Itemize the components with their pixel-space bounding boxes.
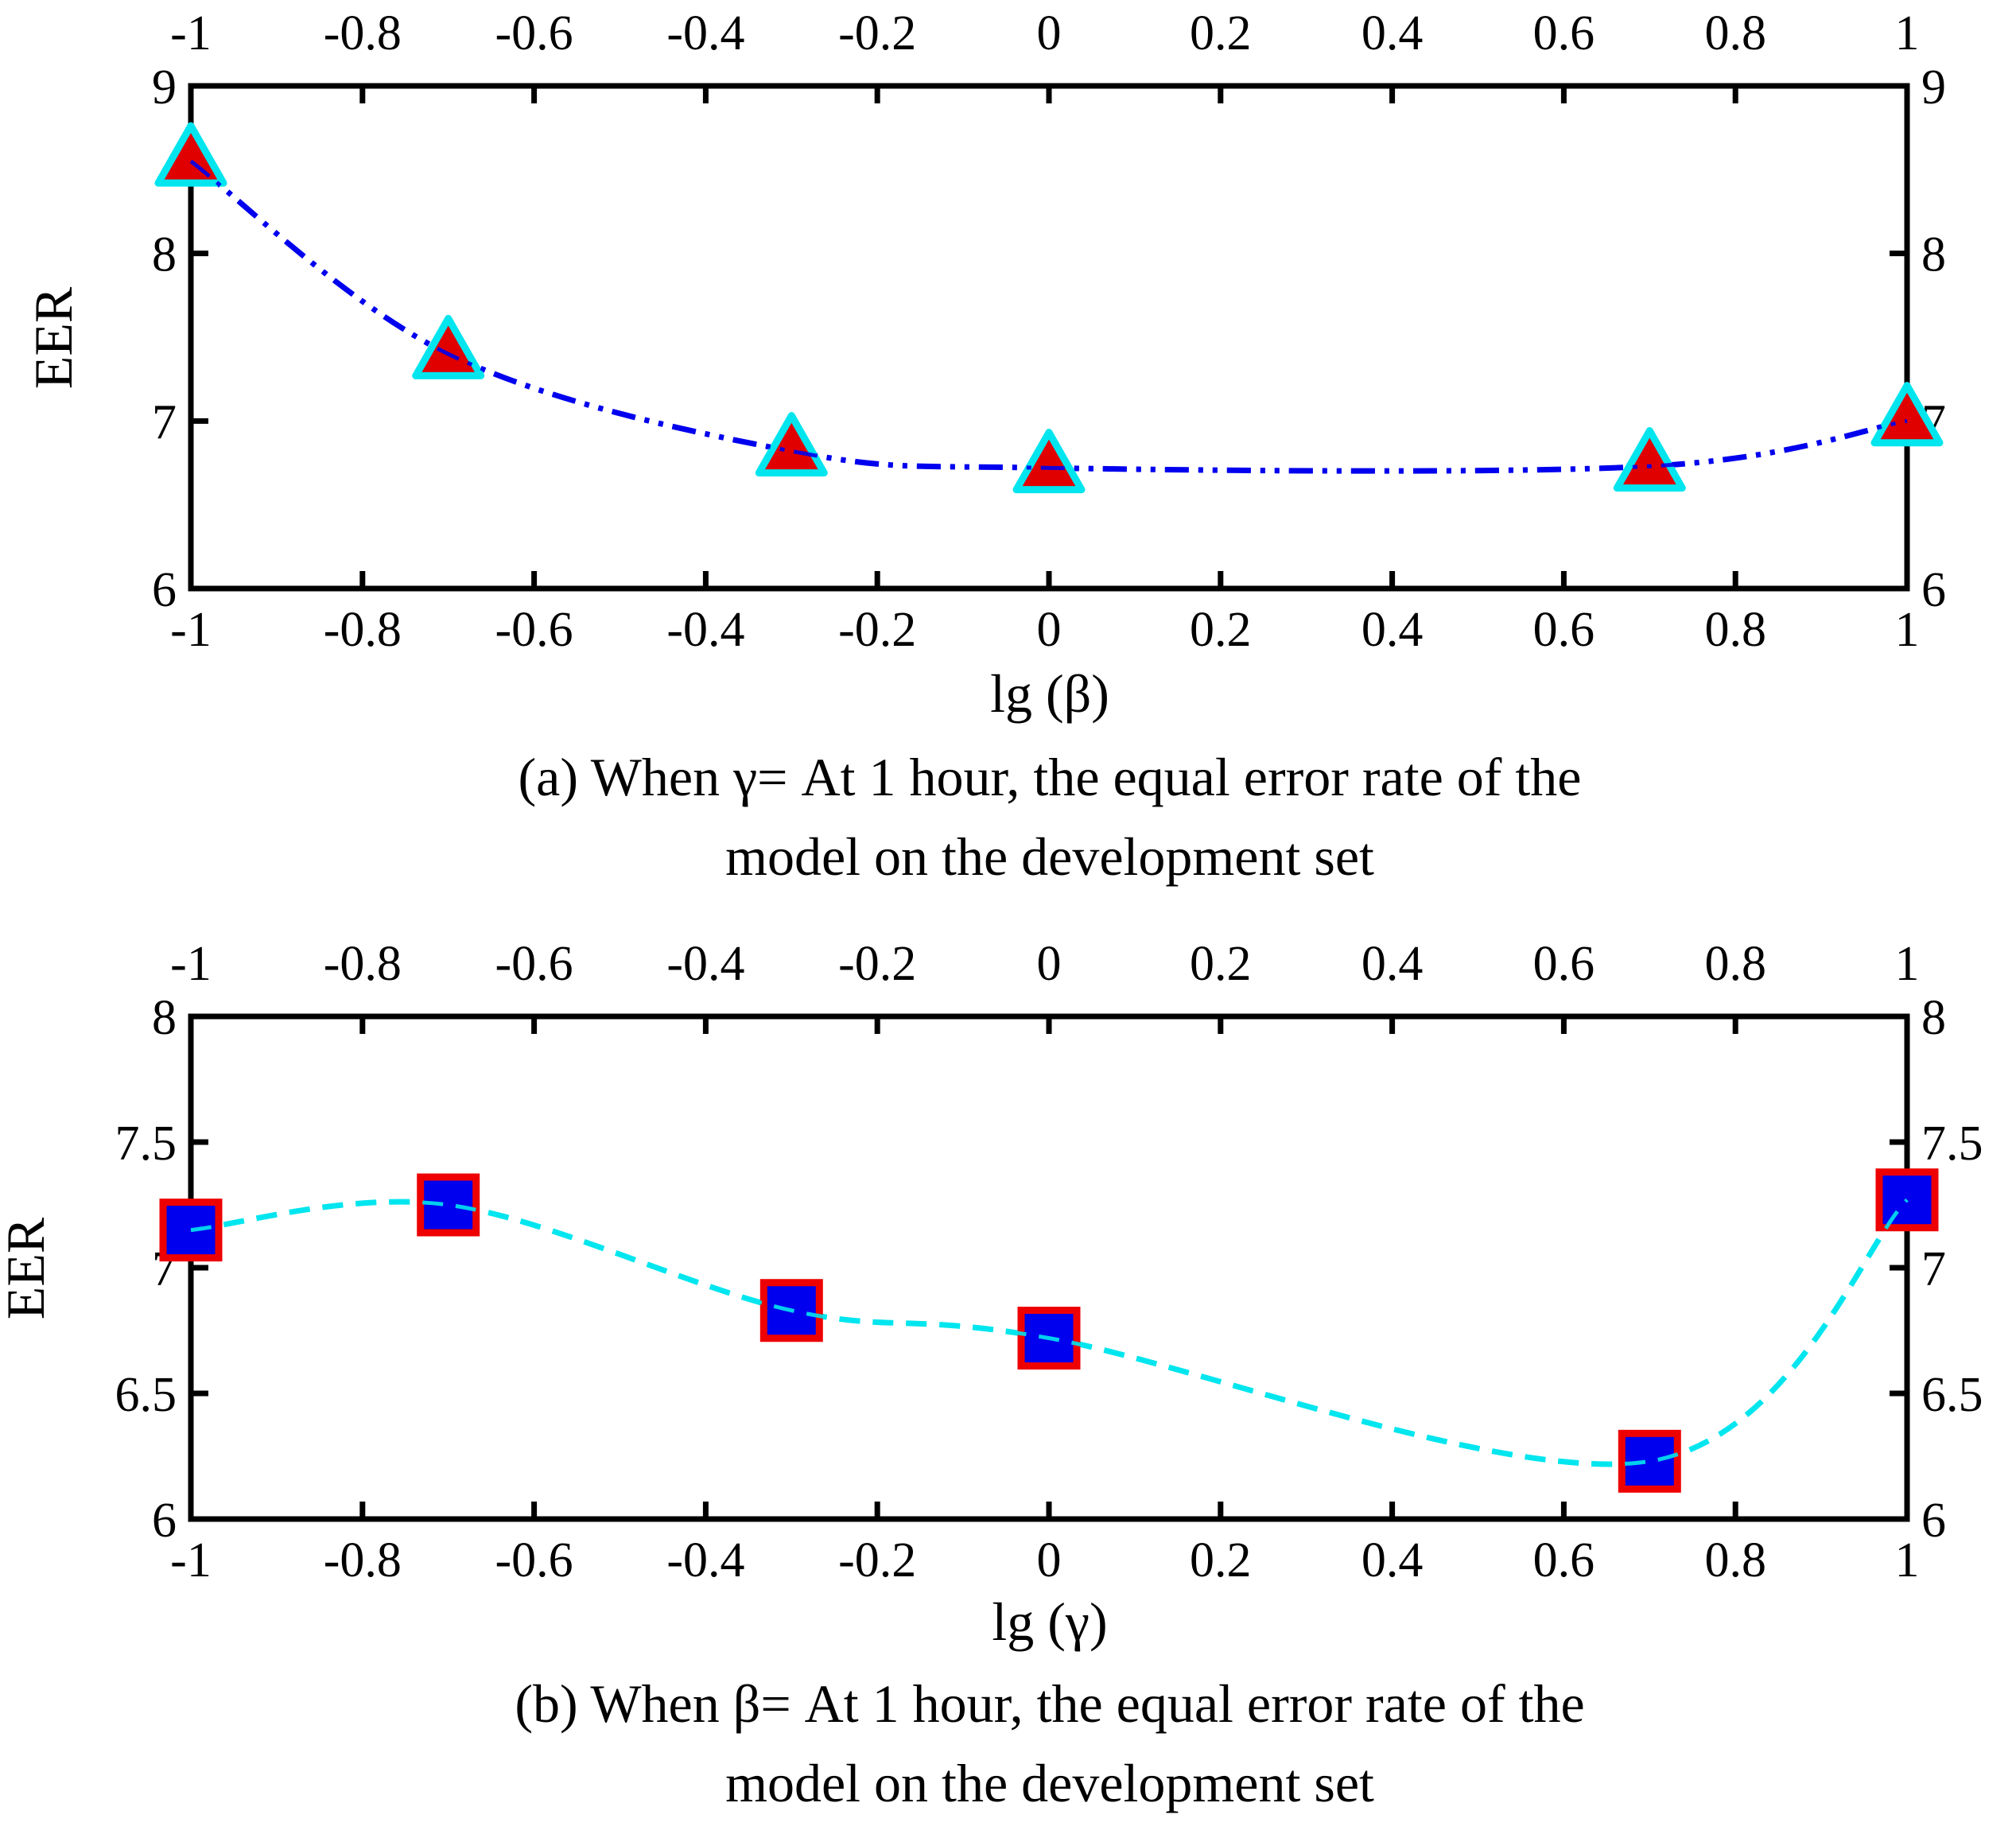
y-tick-label-right: 6.5	[1921, 1368, 1983, 1422]
x-tick-label: 0.4	[1361, 603, 1424, 657]
y-tick-label: 9	[152, 60, 177, 115]
x-tick-label: 1	[1895, 1533, 1920, 1587]
y-tick-label-right: 7.5	[1921, 1117, 1983, 1171]
x-tick-label: 0.6	[1533, 1533, 1595, 1587]
x-tick-label: -1	[170, 603, 212, 657]
x-tick-label-top: 0.8	[1704, 937, 1766, 991]
x-tick-label-top: -0.4	[666, 6, 744, 60]
data-point-marker	[412, 314, 485, 379]
y-tick-label: 6.5	[115, 1368, 177, 1422]
x-tick-label-top: 0	[1037, 6, 1062, 60]
x-tick-label-top: -0.2	[838, 6, 916, 60]
x-tick-label-top: 0.2	[1190, 937, 1252, 991]
x-tick-label-top: -0.6	[495, 6, 573, 60]
caption-line: model on the development set	[725, 826, 1374, 887]
y-tick-label: 6	[152, 1494, 177, 1548]
data-point-marker	[1012, 429, 1086, 494]
x-tick-label-top: -0.2	[838, 937, 916, 991]
data-point-marker	[1618, 1429, 1681, 1493]
data-point-marker	[755, 412, 828, 477]
y-tick-label-right: 6	[1921, 1494, 1946, 1548]
y-tick-label-right: 8	[1921, 991, 1946, 1045]
x-tick-label: -0.8	[324, 1533, 402, 1587]
x-tick-label-top: 1	[1895, 937, 1920, 991]
x-tick-label-top: -1	[170, 937, 212, 991]
y-tick-label-right: 7	[1921, 1242, 1946, 1296]
y-axis-title: EER	[23, 286, 84, 389]
x-tick-label: 0.2	[1190, 603, 1252, 657]
caption-line: model on the development set	[725, 1753, 1374, 1813]
data-point-marker	[154, 122, 227, 187]
x-tick-label: -0.6	[495, 603, 573, 657]
x-tick-label: -0.4	[666, 1533, 744, 1587]
x-tick-label: 0	[1037, 603, 1062, 657]
x-tick-label-top: 0.2	[1190, 6, 1252, 60]
x-axis-title: lg (β)	[990, 663, 1109, 724]
x-tick-label: -0.4	[666, 603, 744, 657]
x-tick-label-top: 0.6	[1533, 937, 1595, 991]
x-tick-label: -1	[170, 1533, 212, 1587]
x-tick-label-top: 0.8	[1704, 6, 1766, 60]
y-tick-label: 7	[152, 395, 177, 449]
y-tick-label: 6	[152, 563, 177, 617]
x-tick-label-top: 0.4	[1361, 6, 1424, 60]
x-tick-label: 0.6	[1533, 603, 1595, 657]
x-tick-label: 0.8	[1704, 603, 1766, 657]
x-tick-label: -0.2	[838, 1533, 916, 1587]
y-tick-label-right: 8	[1921, 228, 1946, 282]
y-tick-label: 7.5	[115, 1117, 177, 1171]
x-tick-label: 0.8	[1704, 1533, 1766, 1587]
y-tick-label: 8	[152, 991, 177, 1045]
x-tick-label: -0.6	[495, 1533, 573, 1587]
x-tick-label-top: 1	[1895, 6, 1920, 60]
x-tick-label: 0.2	[1190, 1533, 1252, 1587]
x-axis-title: lg (γ)	[992, 1591, 1107, 1652]
y-tick-label: 8	[152, 228, 177, 282]
x-tick-label-top: -0.8	[324, 937, 402, 991]
x-tick-label-top: -0.4	[666, 937, 744, 991]
y-axis-title: EER	[0, 1217, 56, 1319]
data-point-marker	[417, 1173, 480, 1237]
data-point-marker	[1613, 427, 1686, 492]
panel-a-chart: -1 -1 -0.8 -0.8 -0.6 -0.6 -0.4 -0.4 -0.2 -0.2 0 0 0.…	[23, 6, 1946, 887]
data-point-marker	[1870, 382, 1944, 447]
series-line-overlay	[189, 159, 1908, 473]
data-point-marker	[1017, 1306, 1081, 1370]
panel-b-chart: -1 -1 -0.8 -0.8 -0.6 -0.6 -0.4 -0.4 -0.2 -0.2 0 0 0.…	[0, 937, 1983, 1813]
x-tick-label-top: 0.6	[1533, 6, 1595, 60]
caption-line: (a) When γ= At 1 hour, the equal error r…	[519, 747, 1582, 807]
x-tick-label: -0.8	[324, 603, 402, 657]
x-tick-label-top: 0.4	[1361, 937, 1424, 991]
x-tick-label-top: -0.6	[495, 937, 573, 991]
x-tick-label: 0.4	[1361, 1533, 1424, 1587]
x-tick-label-top: 0	[1037, 937, 1062, 991]
y-tick-label-right: 9	[1921, 60, 1946, 115]
y-tick-label-right: 6	[1921, 563, 1946, 617]
x-tick-label-top: -0.8	[324, 6, 402, 60]
series-line-overlay	[190, 1198, 1909, 1467]
data-point-marker	[159, 1199, 223, 1262]
x-tick-label: 0	[1037, 1533, 1062, 1587]
x-tick-label: -0.2	[838, 603, 916, 657]
x-tick-label: 1	[1895, 603, 1920, 657]
caption-line: (b) When β= At 1 hour, the equal error r…	[515, 1673, 1584, 1734]
x-tick-label-top: -1	[170, 6, 212, 60]
data-point-marker	[1875, 1168, 1939, 1232]
